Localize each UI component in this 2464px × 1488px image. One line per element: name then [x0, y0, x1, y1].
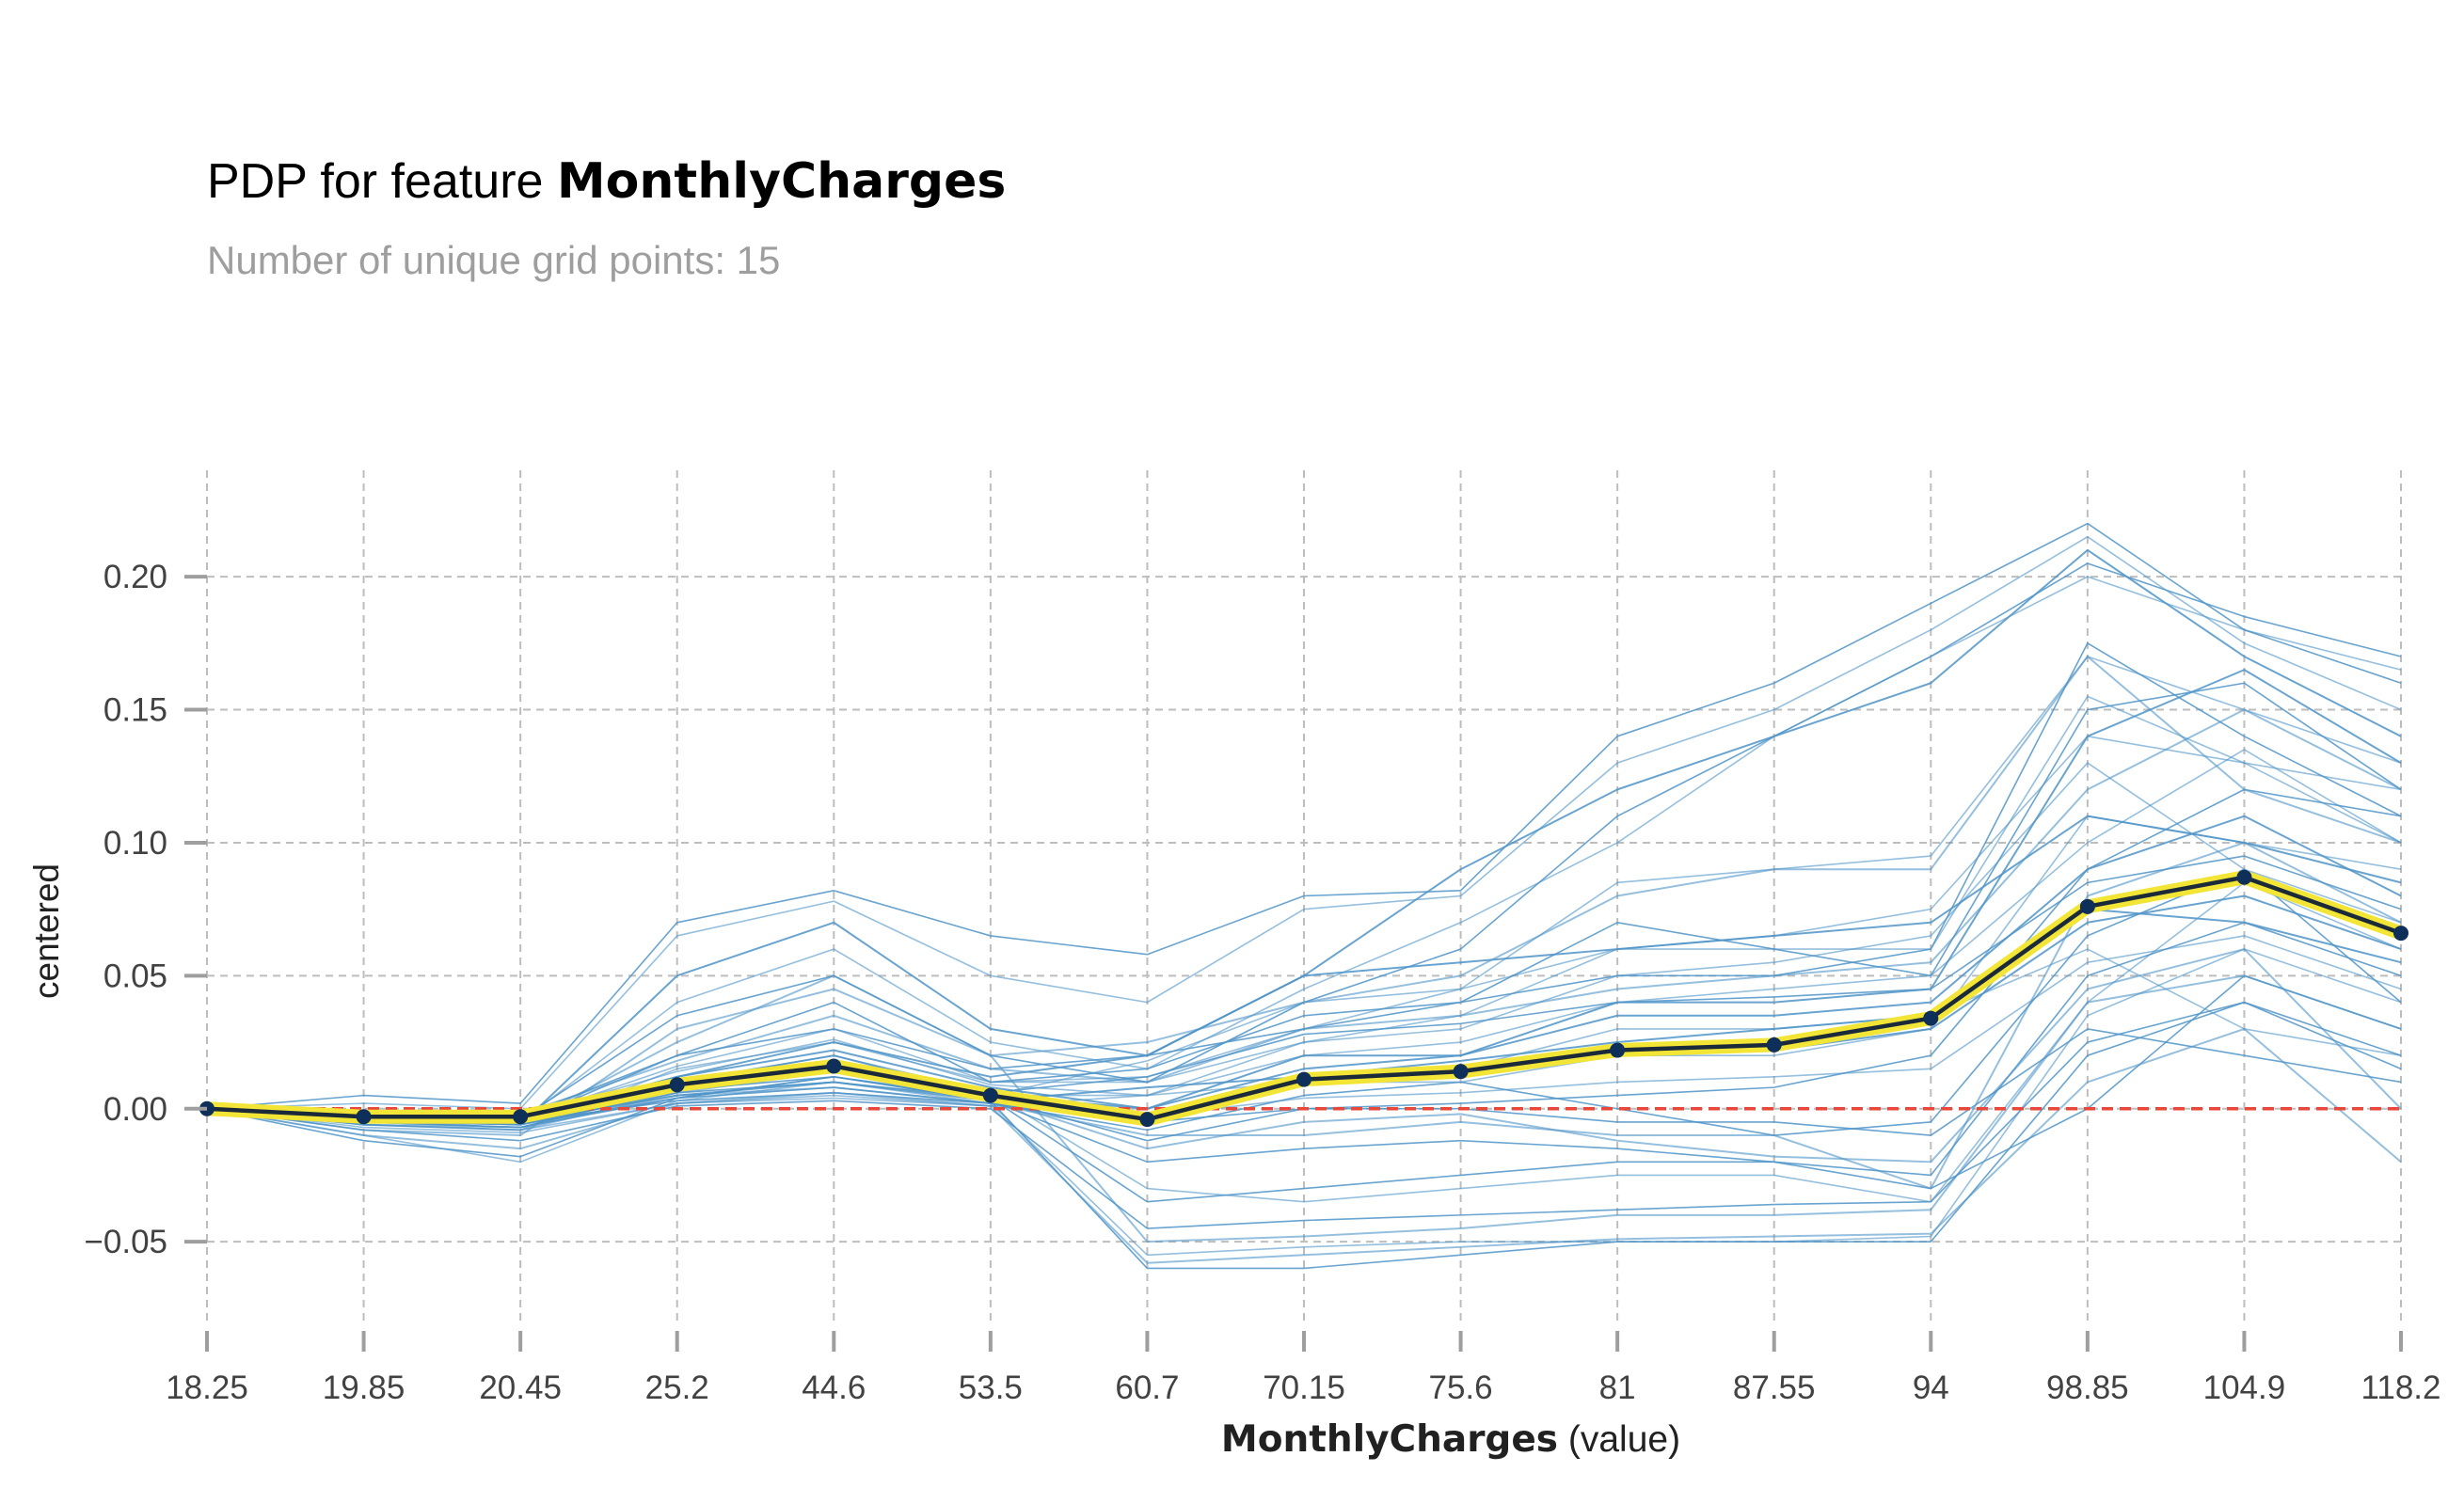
chart-title: PDP for feature MonthlyCharges [207, 153, 1006, 210]
x-axis-label: MonthlyCharges (value) [1221, 1418, 1680, 1461]
y-tick-label: −0.05 [84, 1224, 167, 1260]
ice-line [206, 921, 2402, 1203]
x-axis-label-feature: MonthlyCharges [1221, 1418, 1558, 1461]
x-axis-ticks: 18.25 19.85 20.45 25.2 44.6 53.5 60.7 70.15 75.6… [166, 1331, 2441, 1406]
pdp-line-layer [199, 869, 2408, 1128]
pdp-point [513, 1109, 529, 1125]
pdp-point [1139, 1112, 1155, 1128]
y-tick-label: 0.00 [103, 1091, 167, 1128]
ice-line [206, 935, 2402, 1132]
x-tick-label: 53.5 [959, 1369, 1023, 1406]
x-tick-label: 81 [1599, 1369, 1636, 1406]
x-tick-label: 104.9 [2203, 1369, 2286, 1406]
pdp-point [1453, 1064, 1469, 1080]
chart-title-prefix: PDP for feature [207, 154, 557, 209]
y-tick-label: 0.10 [103, 825, 167, 862]
ice-line [206, 948, 2402, 1163]
x-tick-label: 118.2 [2361, 1369, 2441, 1406]
ice-line [206, 1001, 2402, 1229]
x-tick-label: 98.85 [2046, 1369, 2129, 1406]
y-axis-ticks: −0.05 0.00 0.05 0.10 0.15 0.20 [84, 559, 207, 1260]
pdp-point [669, 1077, 685, 1093]
x-tick-label: 25.2 [645, 1369, 709, 1406]
x-tick-label: 94 [1913, 1369, 1949, 1406]
pdp-point [1296, 1071, 1311, 1087]
pdp-point [2236, 869, 2252, 885]
pdp-point [1923, 1010, 1939, 1026]
pdp-point [982, 1087, 998, 1103]
x-tick-label: 70.15 [1263, 1369, 1345, 1406]
ice-line [206, 642, 2402, 1118]
x-tick-label: 60.7 [1115, 1369, 1179, 1406]
ice-line [206, 894, 2402, 1123]
x-tick-label: 87.55 [1733, 1369, 1816, 1406]
y-tick-label: 0.05 [103, 958, 167, 994]
chart-subtitle: Number of unique grid points: 15 [207, 238, 780, 282]
pdp-point [2393, 926, 2408, 942]
x-tick-label: 18.25 [166, 1369, 248, 1406]
x-tick-label: 20.45 [479, 1369, 562, 1406]
ice-line [206, 1001, 2402, 1270]
pdp-point [2079, 898, 2095, 914]
pdp-point [826, 1058, 842, 1074]
y-tick-label: 0.20 [103, 559, 167, 595]
ice-line [206, 522, 2402, 1110]
ice-line [206, 576, 2402, 1123]
ice-line [206, 535, 2402, 1110]
x-tick-label: 19.85 [323, 1369, 405, 1406]
x-tick-label: 44.6 [802, 1369, 866, 1406]
x-axis-label-suffix: (value) [1558, 1419, 1680, 1460]
pdp-point [1766, 1037, 1782, 1053]
ice-line [206, 948, 2402, 1257]
ice-line [206, 974, 2402, 1190]
x-tick-label: 75.6 [1429, 1369, 1493, 1406]
ice-line [206, 1027, 2402, 1264]
pdp-point [356, 1109, 372, 1125]
chart-title-feature: MonthlyCharges [557, 153, 1006, 210]
y-tick-label: 0.15 [103, 692, 167, 729]
pdp-point [1610, 1042, 1626, 1058]
y-axis-label: centered [27, 863, 66, 999]
